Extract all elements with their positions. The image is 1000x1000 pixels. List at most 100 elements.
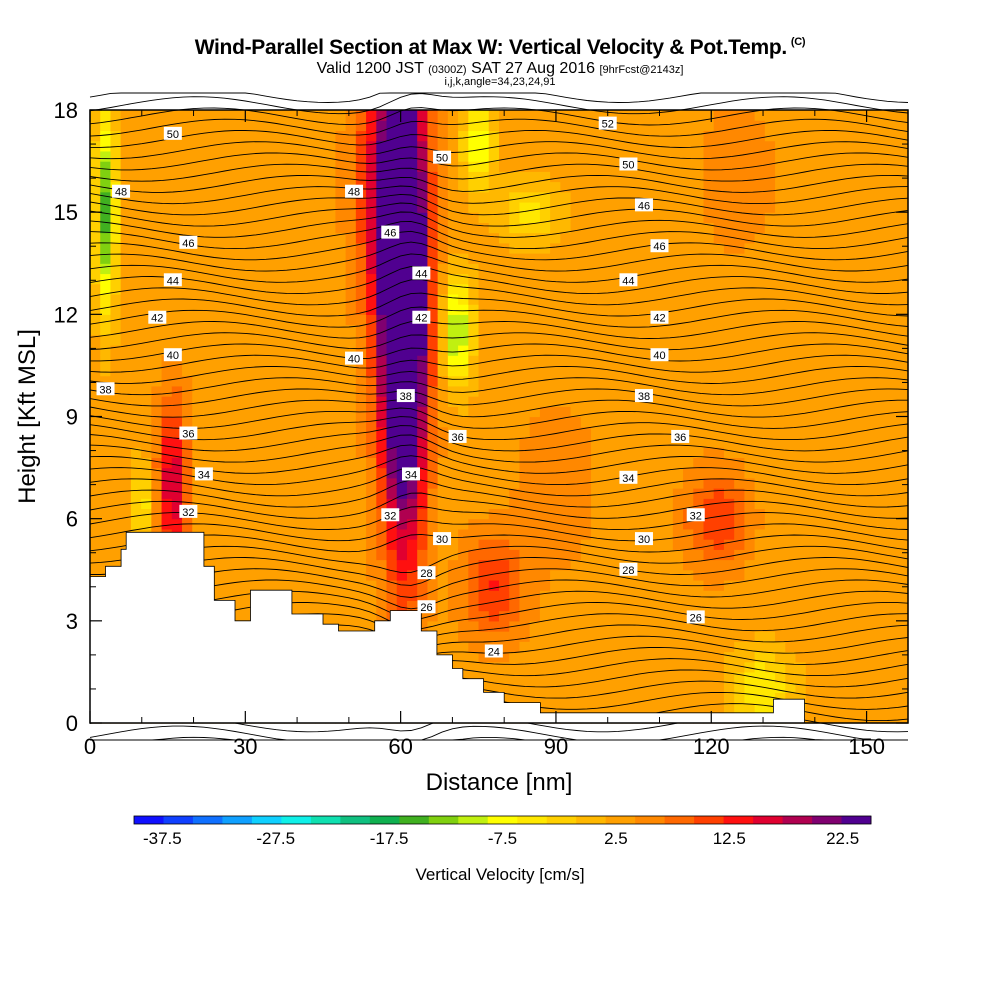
velocity-cell (171, 110, 183, 121)
velocity-cell (488, 334, 500, 346)
velocity-cell (764, 457, 776, 469)
velocity-cell (100, 242, 112, 254)
velocity-cell (161, 498, 173, 510)
velocity-cell (621, 549, 633, 561)
velocity-cell (447, 549, 459, 561)
velocity-cell (335, 518, 347, 530)
velocity-cell (233, 447, 244, 458)
velocity-cell (294, 201, 306, 213)
velocity-cell (642, 222, 653, 234)
velocity-cell (314, 201, 326, 213)
velocity-cell (182, 406, 193, 418)
velocity-cell (406, 232, 418, 244)
velocity-cell (243, 120, 255, 132)
velocity-cell (683, 375, 694, 387)
velocity-cell (805, 641, 817, 653)
velocity-cell (826, 447, 838, 458)
velocity-cell (672, 283, 684, 295)
velocity-cell (120, 447, 132, 458)
velocity-cell (591, 150, 602, 162)
velocity-cell (212, 201, 224, 213)
velocity-cell (846, 110, 858, 121)
velocity-cell (591, 569, 602, 581)
velocity-cell (355, 324, 367, 336)
velocity-cell (764, 304, 776, 315)
velocity-cell (703, 488, 715, 499)
velocity-cell (437, 222, 449, 234)
velocity-cell (427, 579, 439, 591)
velocity-cell (417, 610, 429, 622)
velocity-cell (805, 140, 817, 152)
velocity-cell (406, 120, 418, 132)
velocity-cell (764, 232, 776, 244)
velocity-cell (519, 651, 531, 663)
velocity-cell (734, 518, 745, 530)
velocity-cell (539, 263, 551, 275)
velocity-cell (468, 222, 480, 234)
velocity-cell (468, 651, 480, 663)
velocity-cell (805, 692, 817, 704)
velocity-cell (304, 365, 316, 377)
velocity-cell (406, 498, 418, 510)
velocity-cell (662, 569, 674, 581)
velocity-cell (427, 528, 439, 540)
velocity-cell (611, 426, 623, 438)
velocity-cell (437, 518, 449, 530)
velocity-cell (478, 375, 490, 387)
velocity-cell (815, 171, 827, 183)
velocity-cell (263, 253, 275, 264)
velocity-cell (754, 171, 766, 183)
velocity-cell (560, 232, 572, 244)
velocity-cell (795, 600, 807, 612)
velocity-cell (856, 579, 868, 591)
velocity-cell (294, 467, 306, 479)
velocity-cell (580, 201, 592, 213)
velocity-cell (355, 518, 367, 530)
velocity-cell (805, 232, 817, 244)
velocity-cell (683, 150, 694, 162)
velocity-cell (437, 631, 449, 642)
velocity-cell (437, 293, 449, 305)
velocity-cell (713, 436, 725, 448)
velocity-cell (396, 110, 408, 121)
velocity-cell (785, 477, 797, 489)
velocity-cell (775, 263, 786, 275)
velocity-cell (877, 406, 889, 418)
velocity-cell (867, 549, 878, 561)
velocity-cell (519, 406, 531, 418)
velocity-cell (192, 314, 204, 326)
velocity-cell (601, 671, 613, 683)
velocity-cell (826, 579, 838, 591)
velocity-cell (795, 222, 807, 234)
velocity-cell (458, 334, 469, 346)
velocity-cell (366, 263, 377, 275)
velocity-cell (744, 263, 756, 275)
velocity-cell (366, 416, 377, 428)
velocity-cell (212, 140, 224, 152)
velocity-cell (314, 334, 326, 346)
velocity-cell (386, 161, 398, 172)
velocity-cell (263, 232, 275, 244)
velocity-cell (488, 120, 500, 132)
velocity-cell (734, 498, 745, 510)
velocity-cell (478, 263, 490, 275)
velocity-cell (335, 212, 347, 223)
velocity-cell (580, 191, 592, 203)
velocity-cell (161, 181, 173, 193)
velocity-cell (570, 467, 582, 479)
velocity-cell (846, 600, 858, 612)
velocity-cell (468, 171, 480, 183)
velocity-cell (182, 304, 193, 315)
velocity-cell (120, 314, 132, 326)
velocity-cell (775, 579, 786, 591)
velocity-cell (427, 426, 439, 438)
velocity-cell (202, 283, 214, 295)
velocity-cell (805, 682, 817, 693)
velocity-cell (488, 201, 500, 213)
velocity-cell (151, 283, 163, 295)
velocity-cell (243, 222, 255, 234)
velocity-cell (846, 436, 858, 448)
velocity-cell (478, 201, 490, 213)
velocity-cell (775, 161, 786, 172)
velocity-cell (703, 447, 715, 458)
